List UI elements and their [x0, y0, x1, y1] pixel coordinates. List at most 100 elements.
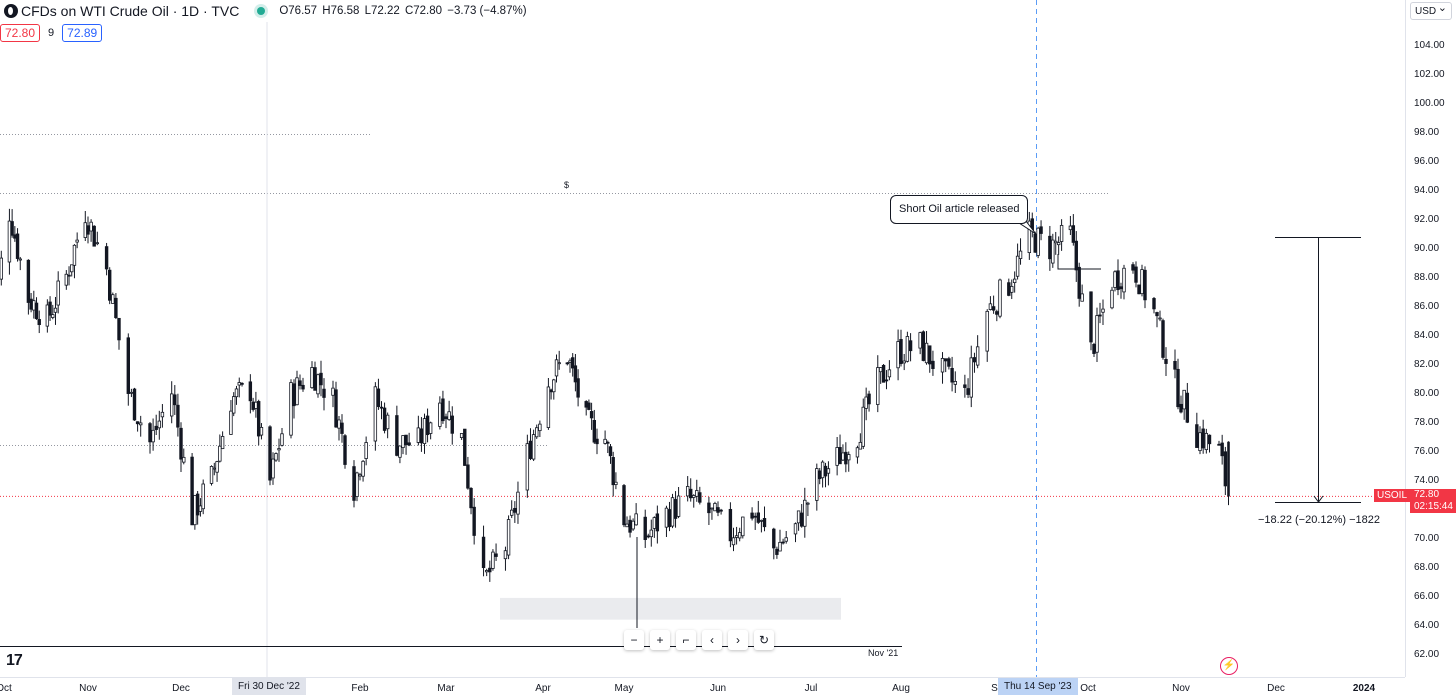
candle-body	[229, 410, 233, 435]
trade-buttons: 72.80 9 72.89	[0, 24, 103, 42]
candle-body	[531, 434, 536, 460]
candle-body	[881, 364, 886, 383]
candle-body	[1010, 286, 1014, 293]
candle-body	[277, 448, 281, 451]
candle-body	[884, 379, 889, 382]
candle-body	[1068, 225, 1073, 231]
buy-button[interactable]: 72.89	[62, 24, 103, 42]
last-price-tag: 72.80 02:15:44	[1410, 489, 1456, 513]
x-tick-label: Oct	[0, 683, 12, 694]
candle-body	[921, 331, 926, 361]
x-tick-label: Dec	[1267, 683, 1285, 694]
candle-body	[969, 357, 973, 398]
dollar-marker[interactable]: $	[564, 180, 570, 190]
candle-body	[154, 425, 158, 430]
change-value: −3.73 (−4.87%)	[447, 5, 527, 17]
candle-body	[689, 488, 693, 499]
chart-title[interactable]: CFDs on WTI Crude Oil · 1D · TVC	[21, 3, 240, 19]
scroll-left-button[interactable]: ‹	[702, 630, 722, 650]
y-tick-label: 80.00	[1414, 388, 1439, 399]
candle-body	[944, 358, 948, 362]
y-tick-label: 68.00	[1414, 562, 1439, 573]
reset-button[interactable]: ↻	[754, 630, 774, 650]
candle-body	[820, 461, 825, 479]
candle-body	[256, 401, 261, 437]
candle-body	[193, 495, 197, 526]
candle-body	[1217, 443, 1221, 446]
candle-body	[1059, 225, 1064, 242]
candle-body	[404, 434, 408, 445]
candle-body	[1204, 432, 1209, 451]
scroll-right-button[interactable]: ›	[728, 630, 748, 650]
x-tick-label: Feb	[351, 683, 369, 694]
candle-body	[274, 453, 278, 461]
candle-body	[352, 466, 356, 501]
candle-body	[376, 388, 381, 407]
candle-body	[738, 532, 742, 539]
candle-body	[26, 259, 31, 303]
y-tick-label: 70.00	[1414, 533, 1439, 544]
candle-body	[549, 389, 553, 393]
last-price-value: 72.80	[1414, 489, 1440, 500]
candle-body	[75, 239, 79, 243]
x-tick-label: Jul	[805, 683, 818, 694]
currency-select[interactable]: USD	[1410, 0, 1452, 20]
candle-body	[1095, 315, 1099, 353]
candle-body	[835, 447, 839, 466]
callout-note[interactable]: Short Oil article released	[890, 195, 1029, 224]
candle-body	[759, 519, 764, 522]
candle-body	[160, 411, 165, 418]
candle-body	[310, 367, 314, 389]
candle-body	[796, 510, 801, 524]
candle-body	[775, 548, 779, 555]
high-label: H	[322, 5, 331, 17]
candle-body	[710, 507, 714, 510]
candle-body	[826, 468, 831, 474]
candle-body	[864, 396, 868, 409]
candle-body	[422, 418, 427, 445]
market-status-icon[interactable]	[257, 7, 266, 15]
candle-body	[1173, 360, 1177, 370]
candle-body	[1018, 250, 1023, 259]
candle-body	[611, 457, 615, 486]
candle-body	[407, 442, 411, 446]
candle-body	[554, 359, 559, 377]
candle-body	[756, 512, 760, 523]
candle-body	[716, 507, 720, 513]
candle-body	[92, 225, 96, 247]
candle-body	[1119, 286, 1123, 290]
candle-body	[1155, 312, 1159, 317]
candle-body	[525, 443, 530, 491]
candle-body	[280, 433, 284, 446]
candle-body	[876, 367, 880, 405]
measure-label[interactable]: −18.22 (−20.12%) −1822	[1258, 514, 1381, 526]
candle-body	[331, 387, 335, 396]
candle-body	[589, 411, 594, 419]
symbol-tag: USOIL	[1374, 489, 1411, 502]
zoom-in-button[interactable]: +	[650, 630, 670, 650]
fit-button[interactable]: ⌐	[676, 630, 696, 650]
flash-icon[interactable]: ⚡	[1220, 657, 1238, 675]
candle-body	[516, 491, 520, 515]
tradingview-logo[interactable]: 17	[6, 652, 23, 669]
zoom-out-button[interactable]: −	[624, 630, 644, 650]
candle-body	[444, 416, 448, 420]
candle-body	[254, 401, 258, 409]
x-tick-label: Oct	[1080, 683, 1096, 694]
open-value: 76.57	[288, 5, 318, 17]
y-tick-label: 88.00	[1414, 272, 1439, 283]
y-tick-label: 102.00	[1414, 69, 1445, 80]
candle-body	[905, 336, 910, 362]
candle-body	[104, 246, 109, 270]
measure-arrow-icon	[1313, 495, 1324, 503]
close-value: 72.80	[413, 5, 443, 17]
candle-body	[963, 384, 967, 388]
candle-body	[259, 427, 264, 436]
candle-body	[95, 242, 99, 245]
candle-body	[195, 493, 200, 516]
candle-body	[1027, 220, 1032, 254]
candle-body	[215, 461, 219, 473]
sell-button[interactable]: 72.80	[0, 24, 41, 42]
